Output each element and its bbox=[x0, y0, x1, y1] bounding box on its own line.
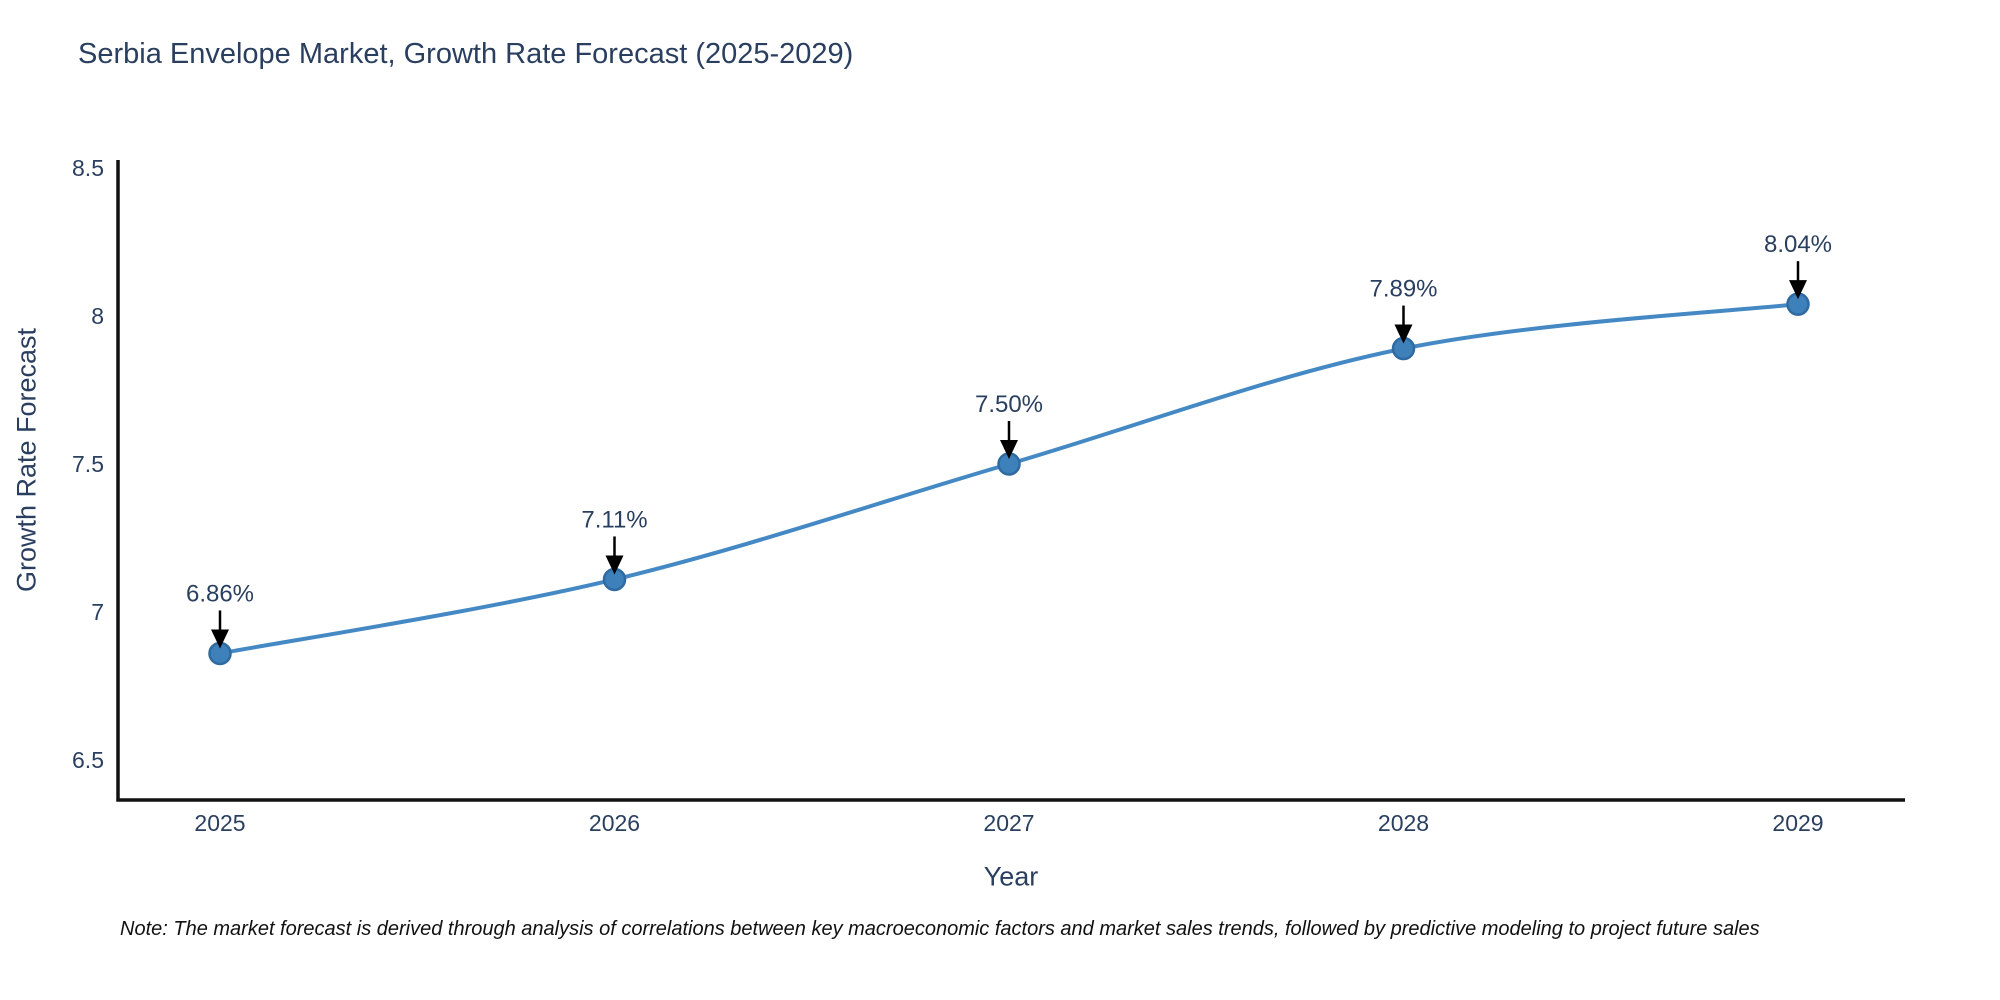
data-point-label: 6.86% bbox=[186, 580, 254, 607]
annotation-arrow-head bbox=[1789, 280, 1807, 300]
forecast-line bbox=[218, 302, 1800, 656]
x-tick-label: 2028 bbox=[1378, 810, 1429, 836]
x-axis-title: Year bbox=[983, 861, 1039, 892]
data-point-label: 7.89% bbox=[1369, 276, 1437, 303]
x-tick-label: 2026 bbox=[589, 810, 640, 836]
data-point-label: 7.11% bbox=[581, 506, 647, 533]
y-tick-label: 8.5 bbox=[72, 155, 104, 181]
footnote: Note: The market forecast is derived thr… bbox=[120, 918, 1760, 940]
y-tick-label: 6.5 bbox=[72, 747, 104, 773]
x-tick-label: 2025 bbox=[194, 810, 245, 836]
data-point-label: 7.50% bbox=[975, 391, 1043, 418]
annotation-arrow-head bbox=[1000, 440, 1018, 459]
x-tick-label: 2029 bbox=[1772, 810, 1823, 836]
x-tick-label: 2027 bbox=[983, 810, 1034, 836]
chart-title: Serbia Envelope Market, Growth Rate Fore… bbox=[78, 38, 854, 70]
annotation-arrow-head bbox=[1394, 324, 1413, 344]
annotation-arrow-head bbox=[211, 629, 229, 649]
axis-lines bbox=[116, 160, 1905, 802]
y-tick-label: 8 bbox=[91, 303, 104, 329]
y-tick-label: 7 bbox=[91, 599, 104, 625]
annotation-arrow-head bbox=[605, 555, 624, 575]
y-axis-title: Growth Rate Forecast bbox=[11, 327, 42, 593]
y-tick-label: 7.5 bbox=[72, 451, 104, 477]
data-point-label: 8.04% bbox=[1764, 231, 1832, 258]
